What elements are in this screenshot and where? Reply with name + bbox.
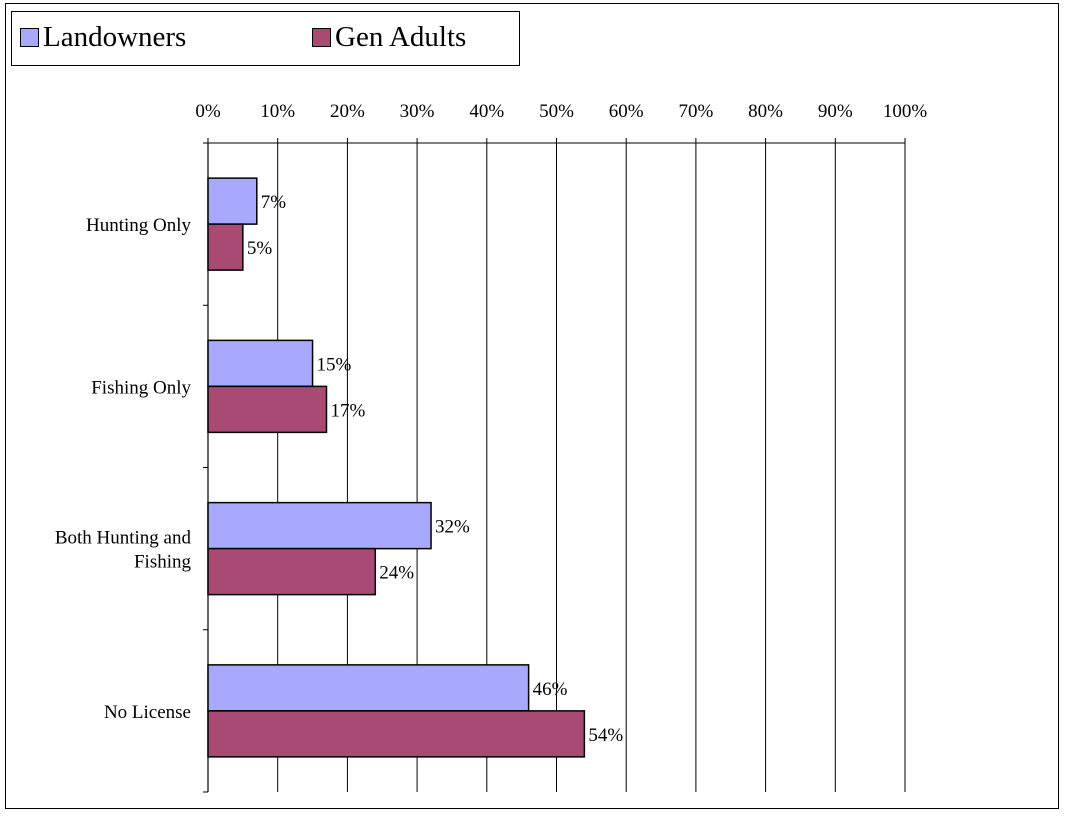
bar-gen-adults <box>207 547 377 596</box>
legend-item-gen-adults: Gen Adults <box>312 21 466 54</box>
data-label-landowners: 15% <box>317 354 352 375</box>
legend-swatch-landowners <box>20 28 39 47</box>
bar-landowners <box>207 177 258 225</box>
bar-gen-adults <box>207 385 328 434</box>
bar-landowners <box>207 664 530 712</box>
bar-landowners <box>207 339 314 388</box>
category-label: No License <box>104 702 191 723</box>
legend-label-gen-adults: Gen Adults <box>335 21 467 53</box>
x-tick-label: 20% <box>330 101 365 122</box>
legend-swatch-gen-adults <box>312 28 331 47</box>
chart-legend: Landowners Gen Adults <box>11 11 520 66</box>
x-tick-label: 100% <box>883 101 928 122</box>
x-tick-label: 70% <box>678 101 713 122</box>
data-label-landowners: 7% <box>261 192 287 213</box>
bar-gen-adults <box>207 710 586 758</box>
legend-item-landowners: Landowners <box>20 21 186 54</box>
x-tick-label: 0% <box>195 101 221 122</box>
bar-gen-adults <box>207 223 244 271</box>
x-tick-label: 60% <box>609 101 644 122</box>
category-label: Both Hunting and Fishing <box>55 528 192 573</box>
data-label-gen-adults: 54% <box>588 725 623 746</box>
chart-frame <box>5 3 1059 809</box>
data-label-gen-adults: 5% <box>247 238 273 259</box>
x-tick-label: 30% <box>400 101 435 122</box>
x-tick-label: 50% <box>539 101 574 122</box>
data-label-gen-adults: 24% <box>379 563 414 584</box>
legend-label-landowners: Landowners <box>43 21 187 53</box>
x-tick-label: 40% <box>469 101 504 122</box>
bar-landowners <box>207 501 432 550</box>
x-tick-label: 90% <box>818 101 853 122</box>
data-label-landowners: 32% <box>435 517 470 538</box>
x-tick-label: 80% <box>748 101 783 122</box>
data-label-landowners: 46% <box>533 679 568 700</box>
x-tick-label: 10% <box>260 101 295 122</box>
category-label: Fishing Only <box>91 377 191 398</box>
category-label: Hunting Only <box>86 215 192 236</box>
data-label-gen-adults: 17% <box>330 400 365 421</box>
